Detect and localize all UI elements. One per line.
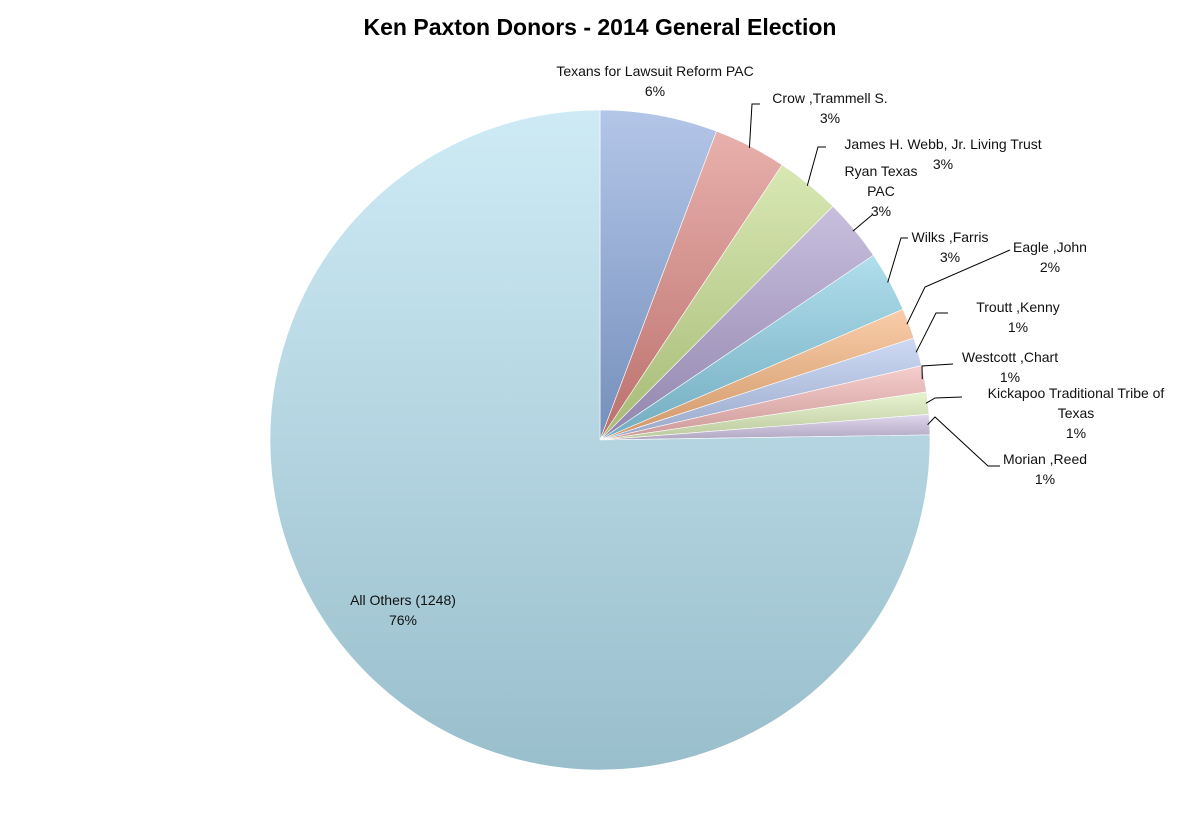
leader-line-2: [806, 146, 826, 186]
slices-layer: [269, 109, 931, 771]
slice-percent-9: 1%: [1035, 471, 1055, 487]
slice-label-4: Wilks ,Farris 3%: [912, 229, 989, 265]
slice-label-10: All Others (1248) 76%: [350, 592, 456, 628]
leader-line-3: [852, 214, 873, 232]
slice-name-1: Crow ,Trammell S.: [772, 90, 887, 106]
slice-percent-5: 2%: [1040, 259, 1060, 275]
labels-layer: Texans for Lawsuit Reform PAC 6% Crow ,Tra…: [350, 63, 1164, 628]
slice-label-8: Kickapoo Traditional Tribe of Texas 1%: [988, 385, 1165, 441]
slice-percent-2: 3%: [933, 156, 953, 172]
slice-name-3: PAC: [867, 183, 895, 199]
slice-percent-4: 3%: [940, 249, 960, 265]
slice-label-9: Morian ,Reed 1%: [1003, 451, 1087, 487]
leaders-layer: [748, 103, 1011, 467]
slice-label-6: Troutt ,Kenny 1%: [976, 299, 1060, 335]
slice-percent-1: 3%: [820, 110, 840, 126]
leader-line-8: [925, 396, 963, 404]
slice-name-7: Westcott ,Chart: [962, 349, 1058, 365]
slice-name-6: Troutt ,Kenny: [976, 299, 1060, 315]
slice-percent-10: 76%: [389, 612, 417, 628]
slice-name-8: Kickapoo Traditional Tribe of: [988, 385, 1165, 401]
slice-percent-7: 1%: [1000, 369, 1020, 385]
leader-line-9: [927, 416, 1000, 467]
pie-slice-10: [269, 109, 931, 771]
slice-name-9: Morian ,Reed: [1003, 451, 1087, 467]
slice-name-0: Texans for Lawsuit Reform PAC: [556, 63, 753, 79]
slice-percent-3: 3%: [871, 203, 891, 219]
slice-percent-8: 1%: [1066, 425, 1086, 441]
slice-label-5: Eagle ,John 2%: [1013, 239, 1087, 275]
slice-name-4: Wilks ,Farris: [912, 229, 989, 245]
slice-name-10: All Others (1248): [350, 592, 456, 608]
slice-name-2: James H. Webb, Jr. Living Trust: [844, 136, 1041, 152]
slice-label-1: Crow ,Trammell S. 3%: [772, 90, 887, 126]
slice-percent-0: 6%: [645, 83, 665, 99]
leader-line-1: [748, 103, 760, 149]
leader-line-5: [906, 249, 1011, 325]
slice-label-7: Westcott ,Chart 1%: [962, 349, 1058, 385]
slice-percent-6: 1%: [1008, 319, 1028, 335]
leader-line-6: [915, 312, 948, 353]
slice-name-5: Eagle ,John: [1013, 239, 1087, 255]
slice-name-8: Texas: [1058, 405, 1095, 421]
chart-title: Ken Paxton Donors - 2014 General Electio…: [363, 14, 837, 40]
slice-name-3: Ryan Texas: [845, 163, 918, 179]
slice-label-3: Ryan Texas PAC 3%: [845, 163, 918, 219]
slice-label-2: James H. Webb, Jr. Living Trust 3%: [844, 136, 1041, 172]
slice-label-0: Texans for Lawsuit Reform PAC 6%: [556, 63, 753, 99]
leader-line-7: [921, 363, 954, 380]
leader-line-4: [887, 237, 908, 283]
